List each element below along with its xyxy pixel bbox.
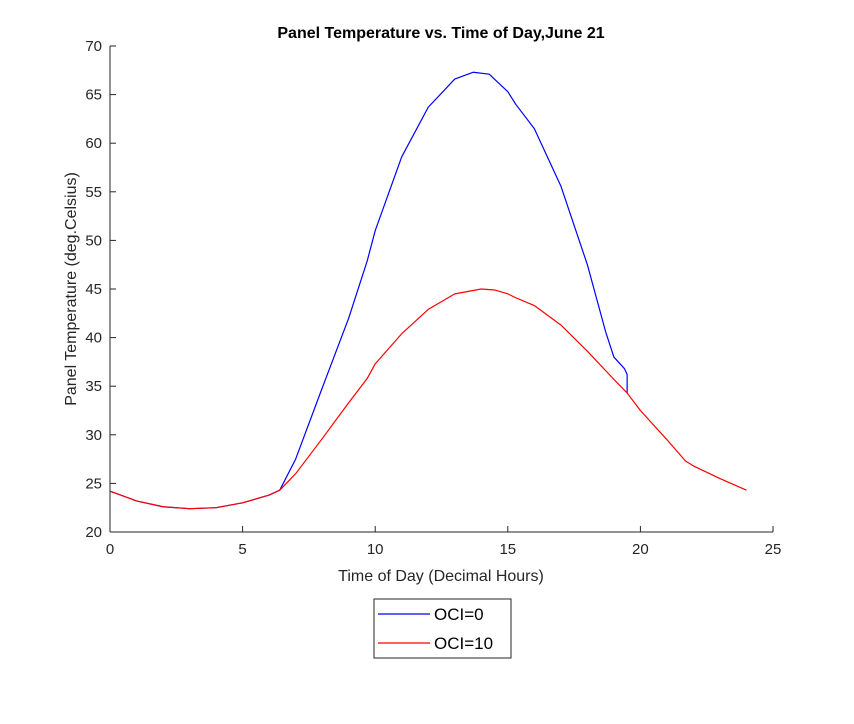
y-tick-label: 25 bbox=[85, 475, 102, 492]
legend-box bbox=[373, 598, 512, 659]
legend-label-1: OCI=0 bbox=[434, 605, 484, 624]
y-tick-label: 70 bbox=[85, 38, 102, 55]
series-line-2 bbox=[109, 288, 747, 510]
x-tick-label: 0 bbox=[106, 541, 114, 558]
x-axis-label: Time of Day (Decimal Hours) bbox=[338, 568, 544, 585]
y-tick-label: 50 bbox=[85, 232, 102, 249]
series-line-1 bbox=[109, 71, 628, 510]
x-tick-label: 10 bbox=[367, 541, 384, 558]
y-tick-label: 65 bbox=[85, 87, 102, 104]
y-tick-label: 20 bbox=[85, 524, 102, 541]
x-tick-label: 25 bbox=[765, 541, 782, 558]
legend-label-2: OCI=10 bbox=[434, 634, 493, 653]
series-lines bbox=[109, 71, 747, 510]
y-tick-label: 45 bbox=[85, 281, 102, 298]
y-axis-label: Panel Temperature (deg.Celsius) bbox=[63, 172, 80, 406]
legend: OCI=0 OCI=10 bbox=[373, 598, 512, 659]
x-tick-label: 5 bbox=[238, 541, 246, 558]
x-tick-label: 15 bbox=[499, 541, 516, 558]
y-tick-label: 55 bbox=[85, 184, 102, 201]
axis-ticks: 0 5 10 15 20 25 20 25 30 35 40 45 50 55 60 65 70 bbox=[85, 38, 781, 558]
y-tick-label: 40 bbox=[85, 330, 102, 347]
y-tick-label: 60 bbox=[85, 135, 102, 152]
y-tick-label: 30 bbox=[85, 427, 102, 444]
x-tick-label: 20 bbox=[632, 541, 649, 558]
chart-title: Panel Temperature vs. Time of Day,June 2… bbox=[277, 25, 604, 42]
y-tick-label: 35 bbox=[85, 378, 102, 395]
